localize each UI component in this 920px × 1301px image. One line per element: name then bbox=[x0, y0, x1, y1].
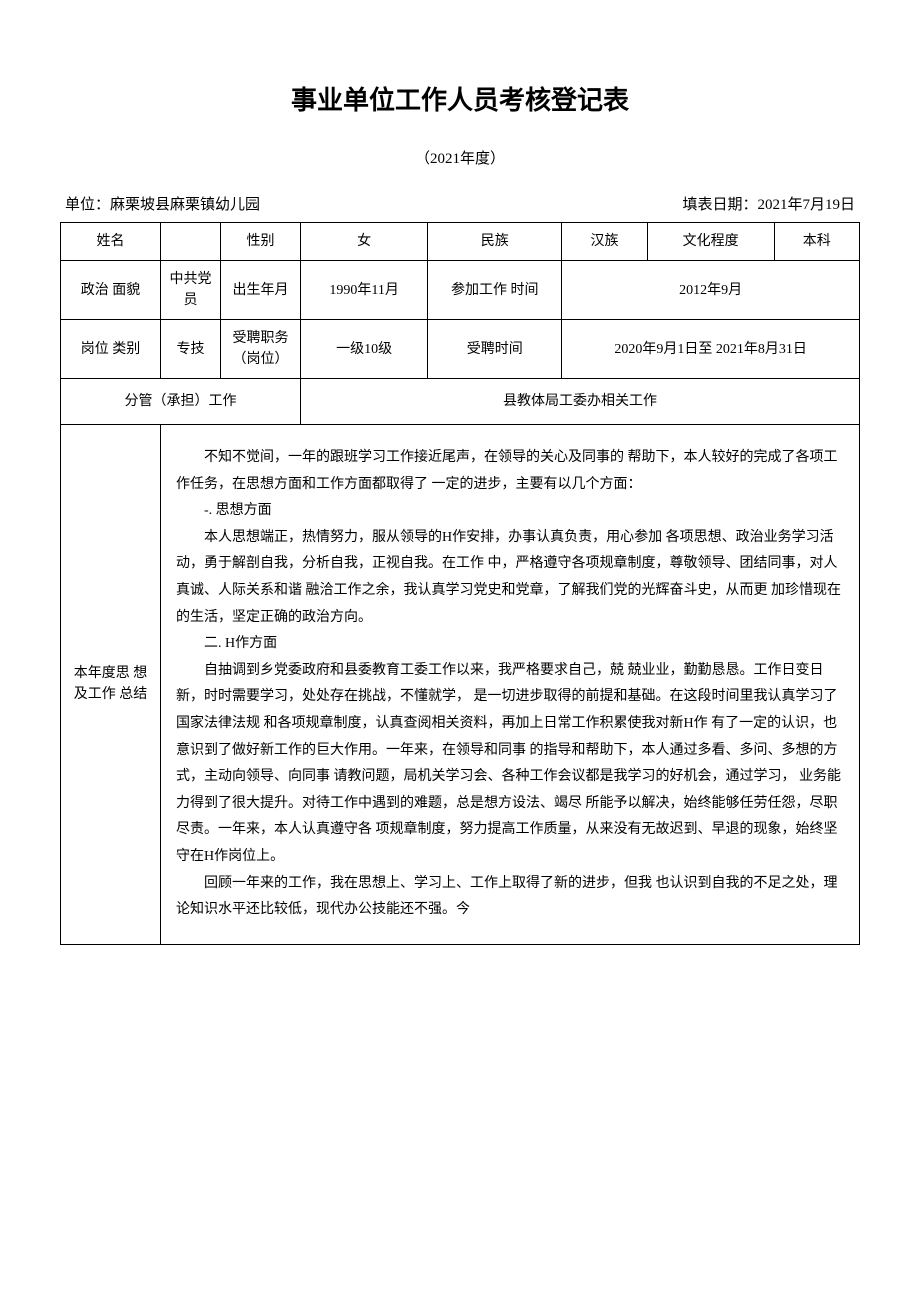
birth-value: 1990年11月 bbox=[301, 261, 428, 320]
education-value: 本科 bbox=[774, 223, 859, 261]
summary-paragraph: 本人思想端正，热情努力，服从领导的H作安排，办事认真负责，用心参加 各项思想、政… bbox=[176, 525, 844, 631]
post-type-label: 岗位 类别 bbox=[61, 320, 161, 379]
unit-label: 单位： bbox=[65, 197, 110, 213]
summary-paragraph: 自抽调到乡党委政府和县委教育工委工作以来，我严格要求自己，兢 兢业业，勤勤恳恳。… bbox=[176, 658, 844, 871]
summary-label: 本年度思 想及工作 总结 bbox=[61, 425, 161, 945]
unit-value: 麻栗坡县麻栗镇幼儿园 bbox=[110, 197, 260, 213]
date-info: 填表日期：2021年7月19日 bbox=[682, 193, 855, 214]
table-row: 姓名 性别 女 民族 汉族 文化程度 本科 bbox=[61, 223, 860, 261]
hire-time-value: 2020年9月1日至 2021年8月31日 bbox=[562, 320, 860, 379]
post-hired-value: 一级10级 bbox=[301, 320, 428, 379]
work-charge-label: 分管（承担）工作 bbox=[61, 379, 301, 425]
unit-info: 单位：麻栗坡县麻栗镇幼儿园 bbox=[65, 193, 260, 214]
hire-time-label: 受聘时间 bbox=[428, 320, 562, 379]
education-label: 文化程度 bbox=[647, 223, 774, 261]
table-row: 本年度思 想及工作 总结 不知不觉间，一年的跟班学习工作接近尾声，在领导的关心及… bbox=[61, 425, 860, 945]
summary-section-heading: 二. H作方面 bbox=[176, 631, 844, 658]
work-charge-value: 县教体局工委办相关工作 bbox=[301, 379, 860, 425]
gender-value: 女 bbox=[301, 223, 428, 261]
document-year: （2021年度） bbox=[60, 147, 860, 168]
header-info: 单位：麻栗坡县麻栗镇幼儿园 填表日期：2021年7月19日 bbox=[60, 193, 860, 214]
ethnicity-label: 民族 bbox=[428, 223, 562, 261]
post-hired-label: 受聘职务（岗位） bbox=[221, 320, 301, 379]
post-type-value: 专技 bbox=[161, 320, 221, 379]
birth-label: 出生年月 bbox=[221, 261, 301, 320]
summary-content: 不知不觉间，一年的跟班学习工作接近尾声，在领导的关心及同事的 帮助下，本人较好的… bbox=[161, 425, 860, 945]
summary-paragraph: 回顾一年来的工作，我在思想上、学习上、工作上取得了新的进步，但我 也认识到自我的… bbox=[176, 871, 844, 924]
political-value: 中共党员 bbox=[161, 261, 221, 320]
work-start-label: 参加工作 时间 bbox=[428, 261, 562, 320]
table-row: 分管（承担）工作 县教体局工委办相关工作 bbox=[61, 379, 860, 425]
ethnicity-value: 汉族 bbox=[562, 223, 647, 261]
gender-label: 性别 bbox=[221, 223, 301, 261]
date-label: 填表日期： bbox=[682, 197, 757, 213]
work-start-value: 2012年9月 bbox=[562, 261, 860, 320]
political-label: 政治 面貌 bbox=[61, 261, 161, 320]
table-row: 政治 面貌 中共党员 出生年月 1990年11月 参加工作 时间 2012年9月 bbox=[61, 261, 860, 320]
summary-section-heading: -. 思想方面 bbox=[176, 498, 844, 525]
document-title: 事业单位工作人员考核登记表 bbox=[60, 80, 860, 117]
evaluation-table: 姓名 性别 女 民族 汉族 文化程度 本科 政治 面貌 中共党员 出生年月 19… bbox=[60, 222, 860, 945]
date-value: 2021年7月19日 bbox=[757, 197, 855, 213]
name-label: 姓名 bbox=[61, 223, 161, 261]
summary-paragraph: 不知不觉间，一年的跟班学习工作接近尾声，在领导的关心及同事的 帮助下，本人较好的… bbox=[176, 445, 844, 498]
name-value bbox=[161, 223, 221, 261]
table-row: 岗位 类别 专技 受聘职务（岗位） 一级10级 受聘时间 2020年9月1日至 … bbox=[61, 320, 860, 379]
